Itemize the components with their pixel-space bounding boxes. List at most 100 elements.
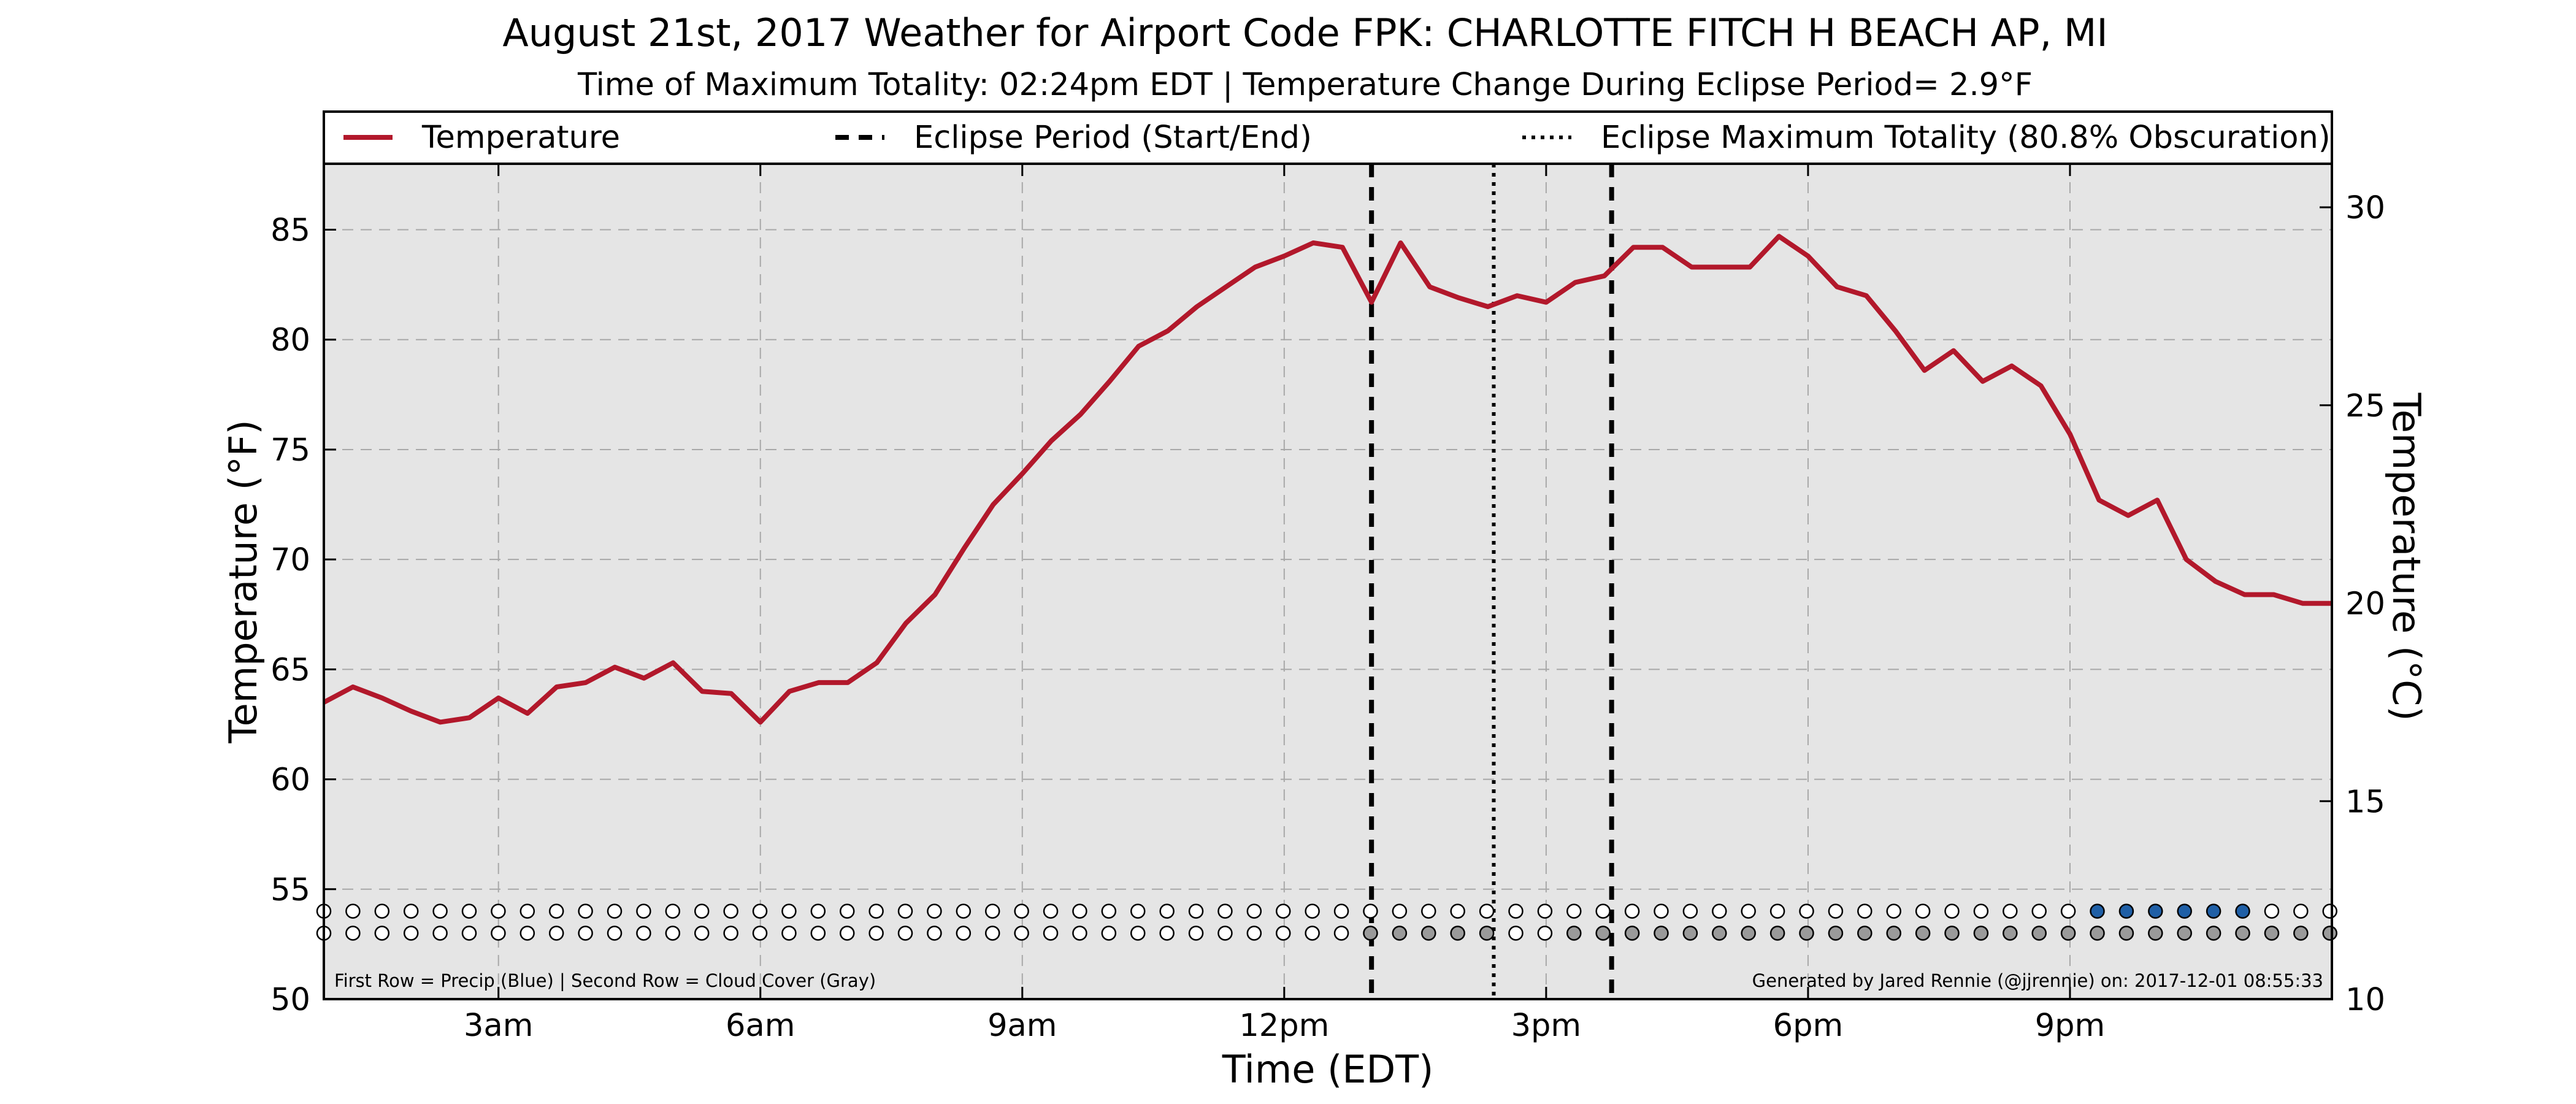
cloud-dot [2031,926,2047,941]
cloud-dot [403,926,419,941]
cloud-dot [2148,926,2163,941]
precip-dot [2148,903,2163,919]
precip-dot [694,903,710,919]
x-tick-label: 6pm [1773,1008,1844,1044]
cloud-dot [1014,926,1029,941]
precip-dot [927,903,942,919]
cloud-dot [1654,926,1669,941]
cloud-dot [897,926,913,941]
cloud-dot [2206,926,2221,941]
cloud-dot [1712,926,1727,941]
precip-dot [1595,903,1611,919]
legend-eclipse-period-label: Eclipse Period (Start/End) [914,120,1312,156]
cloud-dot [548,926,564,941]
x-tick-label: 12pm [1239,1008,1329,1044]
precip-dot [461,903,477,919]
cloud-dot [868,926,884,941]
precip-dot [345,903,361,919]
cloud-dot [1973,926,1989,941]
cloud-dot [723,926,738,941]
precip-dot [2206,903,2221,919]
cloud-dot [1130,926,1146,941]
y-tick-label-right: 25 [2345,388,2385,424]
cloud-dot [752,926,768,941]
precip-dot [897,903,913,919]
temperature-series [323,234,2332,725]
grid-lines [324,164,2332,999]
cloud-dot [578,926,593,941]
precip-dot [1915,903,1931,919]
precip-dot [1276,903,1291,919]
cloud-dot [1828,926,1844,941]
x-axis-label: Time (EDT) [1222,1047,1434,1092]
precip-dot [403,903,419,919]
cloud-dot [2235,926,2250,941]
cloud-dot [374,926,390,941]
cloud-dot [1537,926,1553,941]
precip-dot [2003,903,2018,919]
precip-dot [374,903,390,919]
cloud-dot [1246,926,1262,941]
precip-dot [1188,903,1204,919]
precip-dot [723,903,738,919]
cloud-dot [2090,926,2105,941]
y-tick-label-right: 20 [2345,586,2385,623]
precip-dot [1333,903,1349,919]
cloud-dot [1886,926,1901,941]
legend-eclipse-max-label: Eclipse Maximum Totality (80.8% Obscurat… [1601,120,2331,156]
cloud-dot [1421,926,1436,941]
cloud-dot [519,926,535,941]
precip-dot [1769,903,1785,919]
precip-dot [665,903,681,919]
y-tick-label-right: 10 [2345,982,2385,1018]
precip-dot [1624,903,1640,919]
y-tick-label-left: 55 [270,872,310,908]
cloud-dot [1741,926,1756,941]
precip-dot [1101,903,1117,919]
precip-dot [2177,903,2192,919]
y-tick-label-right: 30 [2345,190,2385,226]
precip-dot [810,903,826,919]
cloud-dot [1276,926,1291,941]
footer-right: Generated by Jared Rennie (@jjrennie) on… [1752,970,2323,991]
y-tick-label-left: 50 [270,982,310,1018]
precip-dot [1159,903,1175,919]
x-tick-label: 3pm [1511,1008,1582,1044]
precip-dot [1392,903,1408,919]
cloud-dot [1857,926,1873,941]
temperature-line [323,234,2332,725]
cloud-dot [1595,926,1611,941]
precip-dot [1654,903,1669,919]
precip-dot [781,903,797,919]
plot-area [324,164,2332,999]
precip-dot [2060,903,2076,919]
precip-dot [1682,903,1698,919]
chart-title: August 21st, 2017 Weather for Airport Co… [502,10,2107,55]
cloud-dot [2177,926,2192,941]
cloud-dot [1769,926,1785,941]
axis-ticks: 50 55 60 65 70 75 80 85 3am 6am 9am 12pm 3pm 6pm 9pm 10… [270,164,2385,1044]
cloud-dot [2003,926,2018,941]
cloud-dot [1101,926,1117,941]
precip-dot [432,903,448,919]
legend: Temperature Eclipse Period (Start/End) E… [323,110,2333,165]
precip-dot [1305,903,1320,919]
cloud-dot [1915,926,1931,941]
precip-dot [607,903,623,919]
precip-dot [491,903,506,919]
cloud-dot [432,926,448,941]
precip-dot [1712,903,1727,919]
precip-dot [1741,903,1756,919]
cloud-dot [1188,926,1204,941]
cloud-dot [1508,926,1524,941]
cloud-dot [1305,926,1320,941]
cloud-dot [2264,926,2280,941]
cloud-dot [1363,926,1378,941]
cloud-dot [1624,926,1640,941]
cloud-dot [839,926,855,941]
cloud-dot [927,926,942,941]
precip-dot [2264,903,2280,919]
precip-dot [1130,903,1146,919]
precip-dot [956,903,972,919]
